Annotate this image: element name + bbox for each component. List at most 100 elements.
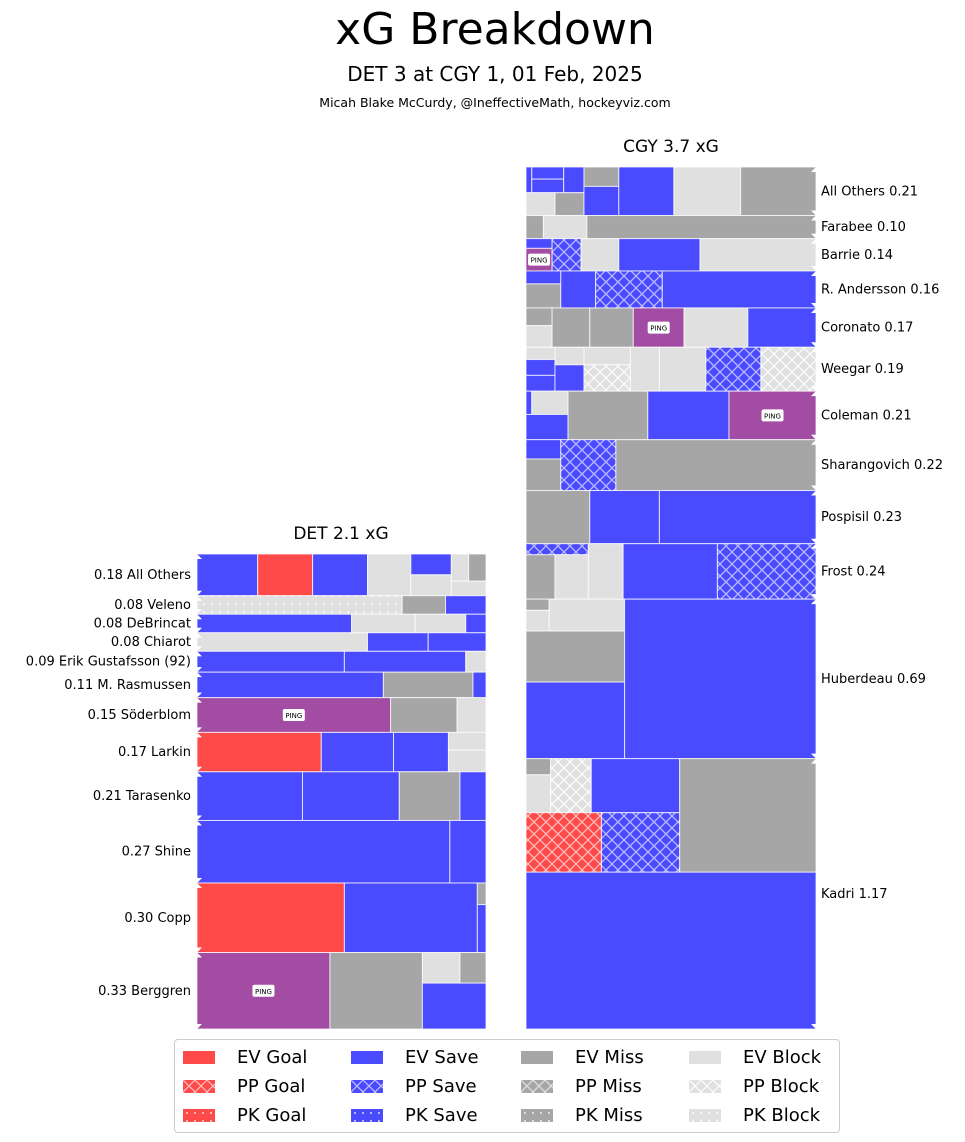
ping-badge (647, 321, 670, 334)
shot-tile-save (618, 166, 675, 217)
legend-swatch (351, 1079, 383, 1093)
shot-tile-miss (567, 390, 649, 441)
shot-tile-save (525, 390, 533, 415)
shot-tile-save (525, 359, 556, 376)
shot-tile-save (472, 671, 487, 699)
player-band-cgy-8: Pospisil 0.23 (525, 490, 902, 545)
shot-tile-save (531, 166, 565, 180)
ping-badge (528, 253, 551, 266)
shot-tile-miss (459, 952, 487, 984)
player-label: 0.08 Veleno (114, 598, 191, 613)
shot-tile-miss (382, 671, 474, 699)
ping-badge (761, 409, 784, 422)
player-label: Kadri 1.17 (821, 887, 888, 902)
legend-swatch (183, 1050, 215, 1064)
shot-tile-miss (525, 307, 553, 327)
cgy-treemap: All Others 0.21 Farabee 0.10 PING Barrie 0.… (525, 166, 943, 1030)
shot-tile-block (548, 598, 626, 632)
player-band-det-10: 0.30 Copp (124, 882, 487, 954)
player-band-cgy-3: R. Andersson 0.16 (525, 270, 939, 309)
band-notch (197, 554, 202, 596)
player-band-det-3: 0.08 Chiarot (111, 632, 487, 652)
shot-tile-save (196, 553, 259, 597)
shot-tile-save (560, 270, 597, 309)
shot-tile-block (447, 749, 487, 773)
shot-tile-save (531, 178, 565, 194)
player-band-det-4: 0.09 Erik Gustafsson (92) (26, 650, 487, 673)
player-label: 0.15 Söderblom (88, 708, 191, 723)
player-label: 0.08 Chiarot (111, 635, 191, 650)
shot-tile-block (525, 346, 556, 361)
shot-tile-save (595, 270, 663, 309)
player-band-cgy-7: Sharangovich 0.22 (525, 439, 943, 492)
band-notch (811, 167, 816, 216)
ping-label: PING (764, 412, 781, 420)
band-notch (197, 651, 202, 673)
shot-tile-miss (589, 307, 634, 348)
shot-tile-miss (525, 283, 562, 309)
shot-tile-miss (525, 458, 562, 492)
band-notch (197, 732, 202, 772)
player-band-cgy-1: Farabee 0.10 (525, 215, 906, 240)
shot-tile-block (447, 731, 487, 751)
shot-tile-block (410, 574, 452, 597)
shot-tile-block (450, 580, 487, 597)
shot-tile-block (550, 758, 592, 814)
player-label: 0.18 All Others (94, 568, 191, 583)
band-notch (811, 270, 816, 308)
ping-label: PING (531, 257, 548, 265)
shot-tile-block (196, 632, 369, 652)
player-band-det-5: 0.11 M. Rasmussen (64, 671, 487, 699)
shot-tile-miss (525, 490, 591, 545)
legend-item-ev-save: EV Save (351, 1045, 479, 1069)
shot-tile-save (525, 413, 569, 441)
player-band-cgy-9: Frost 0.24 (525, 543, 886, 600)
shot-tile-save (705, 346, 762, 392)
legend-item-ev-miss: EV Miss (521, 1045, 644, 1069)
legend-item-pk-goal: PK Goal (183, 1103, 306, 1127)
legend-swatch (183, 1108, 215, 1122)
shot-tile-block (760, 346, 817, 392)
shot-tile-miss (615, 439, 817, 492)
legend-swatch (183, 1079, 215, 1093)
shot-tile-block (673, 166, 742, 217)
shot-tile-save (459, 771, 487, 821)
shot-tile-miss (551, 307, 591, 348)
player-label: Coronato 0.17 (821, 321, 913, 336)
shot-tile-save (525, 166, 533, 194)
shot-tile-goal (525, 812, 602, 873)
shot-tile-block (525, 609, 550, 632)
player-band-det-6: PING 0.15 Söderblom (88, 697, 487, 733)
shot-tile-miss (468, 553, 487, 582)
shot-tile-save (525, 238, 553, 249)
legend-label: PK Miss (575, 1104, 643, 1126)
shot-tile-save (583, 185, 620, 217)
shot-tile-block (456, 697, 487, 733)
shot-tile-save (551, 238, 582, 272)
shot-tile-save (320, 731, 395, 773)
shot-tile-save (196, 650, 345, 673)
legend-swatch (521, 1108, 553, 1122)
band-notch (811, 347, 816, 392)
band-notch (197, 697, 202, 733)
legend-item-pp-goal: PP Goal (183, 1074, 305, 1098)
shot-tile-save (618, 238, 701, 272)
shot-tile-save (716, 543, 817, 600)
shot-tile-miss (476, 882, 487, 906)
shot-tile-block (421, 952, 461, 984)
shot-tile-save (525, 374, 556, 392)
player-label: 0.33 Berggren (98, 984, 191, 999)
shot-tile-block (629, 346, 660, 392)
shot-tile-miss (525, 630, 626, 683)
player-label: All Others 0.21 (821, 184, 918, 199)
shot-tile-block (531, 390, 569, 415)
legend-label: EV Goal (237, 1046, 308, 1068)
legend-label: PK Block (743, 1104, 821, 1126)
shot-tile-miss (390, 697, 458, 733)
shot-tile-save (343, 882, 478, 954)
shot-tile-miss (740, 166, 817, 217)
shot-tile-block (351, 613, 416, 634)
legend-label: EV Miss (575, 1046, 644, 1068)
shot-tile-save (465, 613, 487, 634)
shot-tile-save (590, 758, 681, 814)
